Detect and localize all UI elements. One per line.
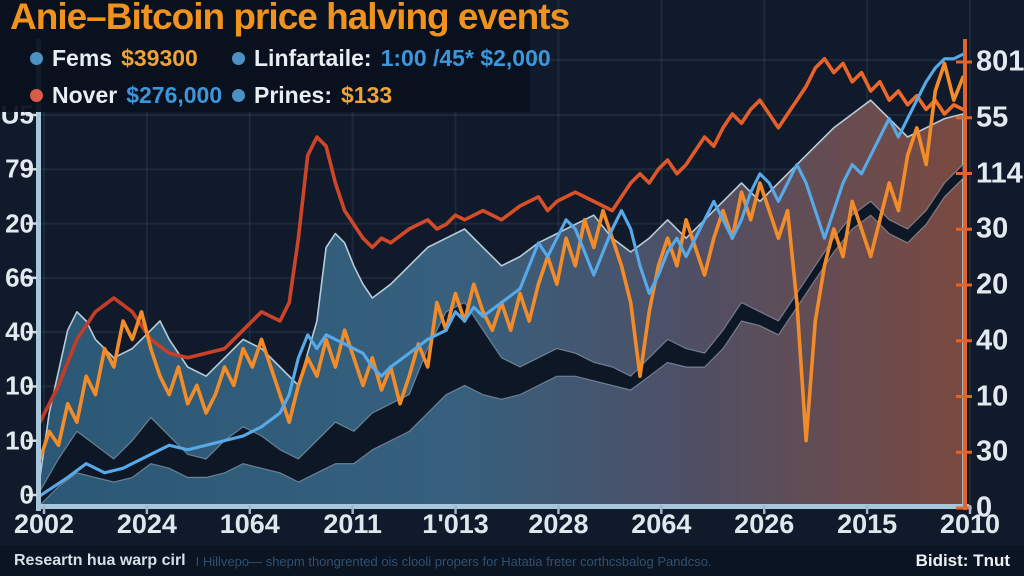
legend-item-value: $276,000 bbox=[126, 82, 223, 108]
legend-item-linfartaile: Linfartaile: 1:00 /45* $2,000 bbox=[232, 45, 551, 72]
legend-item-label: Nover bbox=[52, 82, 118, 108]
axis-spine-right bbox=[963, 39, 967, 510]
series-red-line bbox=[38, 57, 965, 424]
legend-panel: Anie–Bitcoin price halving events Fems $… bbox=[0, 0, 570, 112]
legend-item-fems: Fems $39300 bbox=[30, 45, 226, 72]
legend-dot-icon bbox=[232, 52, 245, 65]
footer-source-label: Researtn hua warp cirl bbox=[14, 552, 186, 569]
legend: Fems $39300 Linfartaile: 1:00 /45* $2,00… bbox=[30, 40, 551, 114]
legend-item-label: Fems bbox=[52, 45, 113, 71]
chart-canvas bbox=[26, 0, 972, 514]
axis-spine-bottom bbox=[36, 504, 969, 509]
legend-dot-icon bbox=[232, 89, 245, 102]
legend-item-label: Prines: bbox=[254, 82, 332, 108]
footer-description: I Hillvepo— shepm thongrented ois clooli… bbox=[195, 553, 712, 569]
footer-credit: Bidist: Tnut bbox=[915, 551, 1010, 570]
legend-item-label: Linfartaile: bbox=[254, 45, 372, 71]
footer-bar: Researtn hua warp cirl I Hillvepo— shepm… bbox=[0, 546, 1024, 576]
legend-item-value: $39300 bbox=[121, 45, 198, 71]
legend-item-value: $133 bbox=[340, 82, 393, 108]
series-blue-line bbox=[38, 52, 965, 498]
legend-item-prines: Prines: $133 bbox=[232, 82, 551, 109]
legend-dot-icon bbox=[30, 52, 43, 65]
chart-area: U5 79 20 66 40 10 10 0 801 55 114 30 20 40 10 30 0 2002 20… bbox=[0, 0, 1024, 539]
legend-dot-icon bbox=[30, 89, 43, 102]
legend-item-nover: Nover $276,000 bbox=[30, 82, 226, 109]
chart-title: Anie–Bitcoin price halving events bbox=[10, 0, 570, 37]
legend-item-value: 1:00 /45* $2,000 bbox=[380, 45, 551, 71]
axis-spine-left bbox=[36, 39, 41, 511]
